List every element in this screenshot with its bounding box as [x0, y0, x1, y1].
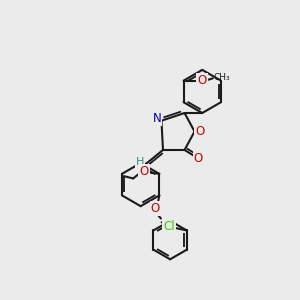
Text: O: O	[195, 125, 205, 138]
Text: O: O	[197, 74, 207, 87]
Text: N: N	[152, 112, 161, 125]
Text: H: H	[136, 157, 144, 166]
Text: O: O	[151, 202, 160, 215]
Text: O: O	[194, 152, 203, 165]
Text: Cl: Cl	[163, 220, 175, 233]
Text: CH₃: CH₃	[214, 73, 230, 82]
Text: O: O	[139, 165, 148, 178]
